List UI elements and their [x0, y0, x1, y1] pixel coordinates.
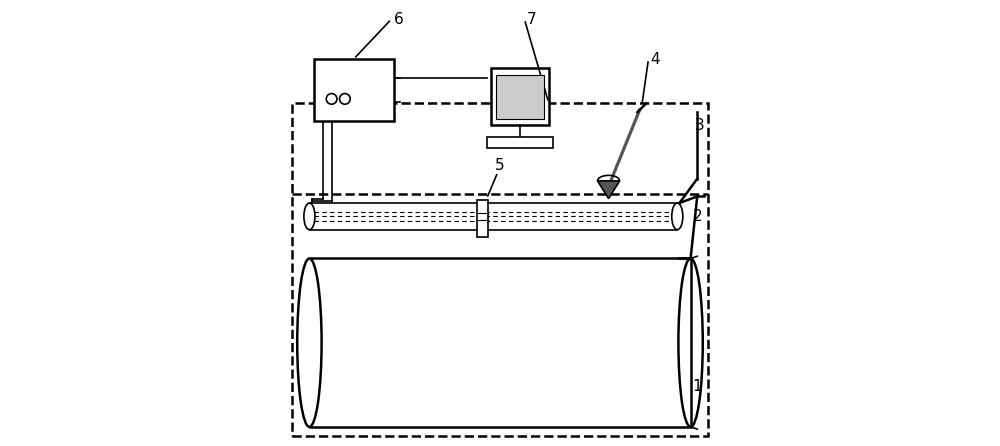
Bar [491, 68, 549, 125]
Text: 4: 4 [651, 51, 660, 66]
Ellipse shape [672, 203, 683, 230]
Bar [496, 74, 544, 119]
Text: 3: 3 [695, 118, 705, 133]
Circle shape [340, 94, 350, 104]
Text: 1: 1 [693, 380, 702, 395]
Circle shape [326, 94, 337, 104]
Bar [314, 59, 394, 121]
Text: 5: 5 [495, 158, 505, 173]
Text: 2: 2 [693, 209, 702, 224]
Polygon shape [598, 181, 620, 198]
Text: 7: 7 [527, 12, 536, 27]
Bar [477, 200, 488, 237]
Text: 6: 6 [394, 12, 403, 27]
Bar [487, 136, 553, 148]
Ellipse shape [304, 203, 315, 230]
